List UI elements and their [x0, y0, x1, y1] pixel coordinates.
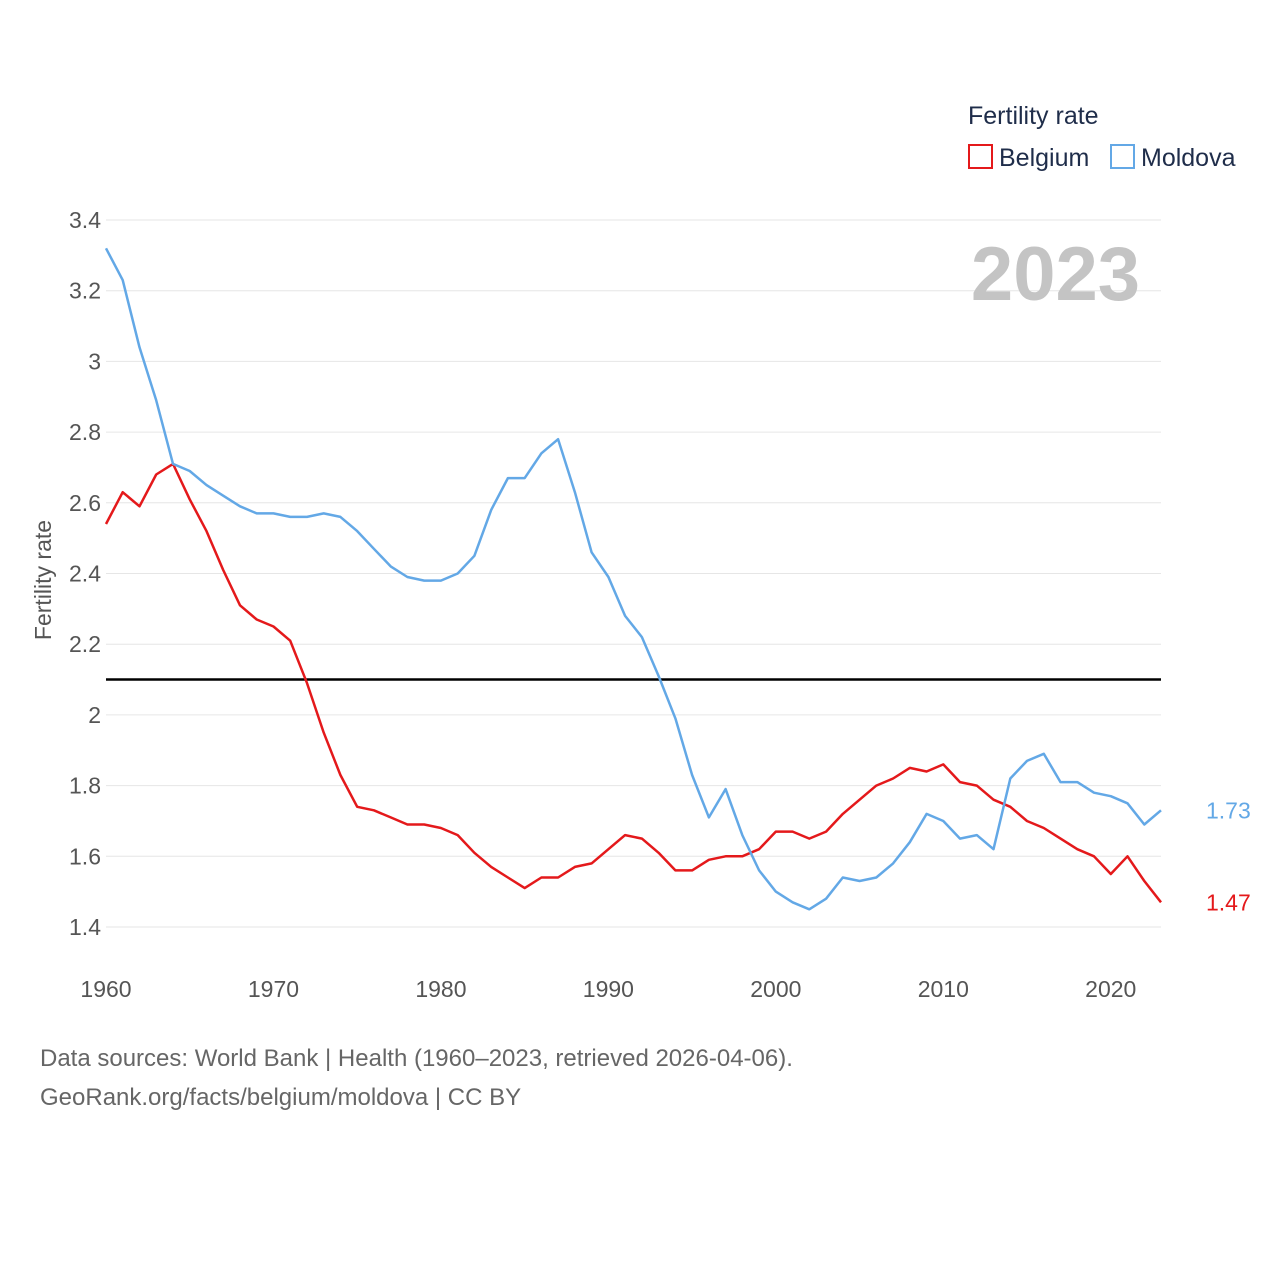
y-axis-ticks: 1.4 1.6 1.8 2 2.2 2.4 2.6 2.8 3 3.2 3.4 — [69, 207, 101, 940]
footer-sources: Data sources: World Bank | Health (1960–… — [40, 1045, 793, 1072]
y-tick-label: 2.8 — [69, 419, 101, 445]
moldova-end-marker: 1.73 — [1171, 795, 1251, 825]
moldova-flag-icon — [1171, 795, 1201, 825]
y-tick-label: 1.6 — [69, 843, 101, 869]
x-tick-label: 1990 — [583, 976, 634, 1002]
gridlines — [106, 219, 1161, 928]
legend-swatch-moldova — [1110, 144, 1135, 169]
x-tick-label: 1980 — [415, 976, 466, 1002]
x-tick-label: 2010 — [918, 976, 969, 1002]
y-tick-label: 1.4 — [69, 914, 101, 940]
x-tick-label: 2000 — [750, 976, 801, 1002]
belgium-flag-icon — [1171, 887, 1201, 917]
legend-title: Fertility rate — [968, 102, 1099, 130]
belgium-end-value: 1.47 — [1206, 889, 1251, 915]
y-tick-label: 2.2 — [69, 631, 101, 657]
y-tick-label: 3.2 — [69, 278, 101, 304]
x-tick-label: 1970 — [248, 976, 299, 1002]
x-tick-label: 1960 — [80, 976, 131, 1002]
series-line-belgium[interactable] — [104, 462, 1162, 904]
year-label: 2023 — [971, 232, 1140, 317]
y-tick-label: 2 — [88, 702, 101, 728]
y-tick-label: 2.6 — [69, 490, 101, 516]
legend-swatch-belgium — [968, 144, 993, 169]
footer-credit[interactable]: GeoRank.org/facts/belgium/moldova | CC B… — [40, 1084, 522, 1111]
x-tick-label: 2020 — [1085, 976, 1136, 1002]
y-tick-label: 1.8 — [69, 773, 101, 799]
legend-label-belgium[interactable]: Belgium — [999, 144, 1089, 172]
belgium-end-marker: 1.47 — [1171, 887, 1251, 917]
moldova-end-value: 1.73 — [1206, 797, 1251, 823]
y-tick-label: 3 — [88, 348, 101, 374]
x-axis-ticks: 1960 1970 1980 1990 2000 2010 2020 — [80, 976, 1136, 1002]
legend: Fertility rate Belgium Moldova — [968, 102, 1236, 172]
legend-label-moldova[interactable]: Moldova — [1141, 144, 1236, 172]
series-line-moldova[interactable] — [104, 247, 1162, 911]
y-tick-label: 3.4 — [69, 207, 101, 233]
series-lines — [104, 247, 1162, 911]
y-tick-label: 2.4 — [69, 561, 101, 587]
y-axis-label: Fertility rate — [30, 520, 56, 640]
